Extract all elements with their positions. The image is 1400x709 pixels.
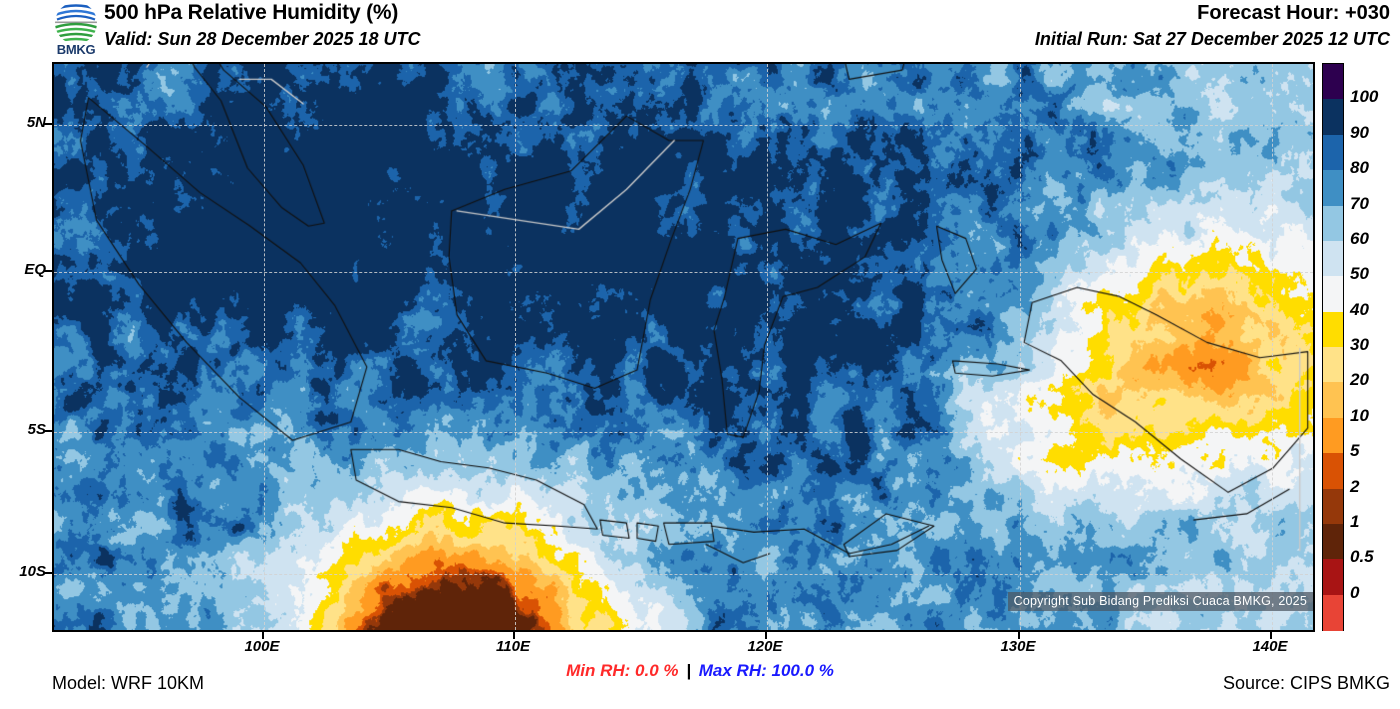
colorbar-tick-10: 10	[1350, 405, 1369, 425]
colorbar-band-11	[1323, 453, 1343, 490]
source-label: Source: CIPS BMKG	[1222, 673, 1390, 693]
colorbar-tick-80: 80	[1350, 158, 1369, 178]
colorbar-tick-50: 50	[1350, 264, 1369, 284]
lat-tick-10s	[44, 572, 52, 574]
lon-label-110e: 110E	[496, 638, 530, 655]
min-rh-label: Min RH:	[566, 661, 631, 680]
colorbar-band-1	[1323, 99, 1343, 136]
colorbar-band-14	[1323, 559, 1343, 596]
colorbar-tick-90: 90	[1350, 122, 1369, 142]
colorbar-tick-70: 70	[1350, 193, 1369, 213]
model-label: Model: WRF 10KM	[52, 673, 205, 693]
graticule-lat-5s	[54, 432, 1313, 433]
graticule-lat-10s	[54, 574, 1313, 575]
colorbar-band-2	[1323, 134, 1343, 171]
forecast-hour-label: Forecast Hour: +030	[1197, 2, 1390, 24]
graticule-lon-100e	[264, 64, 265, 630]
lon-tick-140e	[1270, 632, 1272, 639]
colorbar-tick-60: 60	[1350, 228, 1369, 248]
rh-contour-field	[54, 64, 1313, 630]
colorbar-band-9	[1323, 382, 1343, 419]
map-plot-area[interactable]: Copyright Sub Bidang Prediksi Cuaca BMKG…	[52, 62, 1315, 632]
copyright-watermark: Copyright Sub Bidang Prediksi Cuaca BMKG…	[1007, 592, 1313, 611]
lon-tick-110e	[513, 632, 515, 639]
graticule-lon-140e	[1272, 64, 1273, 630]
lat-tick-5s	[44, 430, 52, 432]
colorbar-band-8	[1323, 347, 1343, 383]
lon-tick-100e	[262, 632, 264, 639]
max-rh-label: Max RH:	[698, 661, 767, 680]
colorbar-tick-0: 0	[1350, 582, 1360, 602]
colorbar-band-7	[1323, 311, 1343, 348]
colorbar-tick-1: 1	[1350, 511, 1360, 531]
lat-label-10s: 10S	[19, 563, 46, 580]
colorbar-tick-20: 20	[1350, 370, 1369, 390]
colorbar-tick-40: 40	[1350, 299, 1369, 319]
colorbar-tick-0-5: 0.5	[1350, 547, 1374, 567]
colorbar-tick-30: 30	[1350, 335, 1369, 354]
colorbar-band-4	[1323, 205, 1343, 242]
graticule-lon-130e	[1020, 64, 1021, 630]
graticule-lat-eq	[54, 272, 1313, 273]
colorbar-tick-5: 5	[1350, 441, 1360, 461]
bmkg-logo: BMKG	[45, 2, 107, 57]
colorbar-band-10	[1323, 417, 1343, 454]
colorbar-band-3	[1323, 170, 1343, 207]
valid-time-label: Valid: Sun 28 December 2025 18 UTC	[104, 29, 421, 49]
bmkg-logo-text: BMKG	[56, 42, 96, 57]
minmax-separator: |	[686, 661, 692, 680]
colorbar-band-0	[1323, 64, 1343, 100]
colorbar	[1322, 63, 1344, 631]
lon-tick-120e	[765, 632, 767, 639]
lat-tick-eq	[44, 270, 52, 272]
page-title: 500 hPa Relative Humidity (%)	[104, 1, 399, 24]
lat-label-eq: EQ	[24, 261, 46, 278]
graticule-lon-110e	[515, 64, 516, 630]
graticule-lat-5n	[54, 125, 1313, 126]
lat-label-5s: 5S	[27, 421, 46, 438]
colorbar-tick-2: 2	[1350, 476, 1360, 496]
min-rh-value: 0.0 %	[635, 661, 679, 680]
max-rh-value: 100.0 %	[771, 661, 834, 680]
colorbar-tick-100: 100	[1350, 87, 1379, 107]
colorbar-band-12	[1323, 488, 1343, 525]
lon-label-120e: 120E	[747, 638, 783, 655]
lat-tick-5n	[44, 123, 52, 125]
lon-label-130e: 130E	[1000, 638, 1036, 655]
lon-label-140e: 140E	[1252, 638, 1288, 655]
colorbar-band-15	[1323, 594, 1343, 631]
header: BMKG 500 hPa Relative Humidity (%) Valid…	[0, 0, 1400, 58]
bmkg-globe-icon	[51, 2, 101, 44]
lon-tick-130e	[1018, 632, 1020, 639]
minmax-rh-label: Min RH: 0.0 % | Max RH: 100.0 %	[0, 661, 1400, 681]
colorbar-band-13	[1323, 523, 1343, 560]
lat-label-5n: 5N	[26, 114, 46, 131]
initial-run-label: Initial Run: Sat 27 December 2025 12 UTC	[1034, 29, 1390, 49]
graticule-lon-120e	[767, 64, 768, 630]
colorbar-band-6	[1323, 276, 1343, 313]
colorbar-band-5	[1323, 240, 1343, 277]
lon-label-100e: 100E	[244, 638, 280, 655]
